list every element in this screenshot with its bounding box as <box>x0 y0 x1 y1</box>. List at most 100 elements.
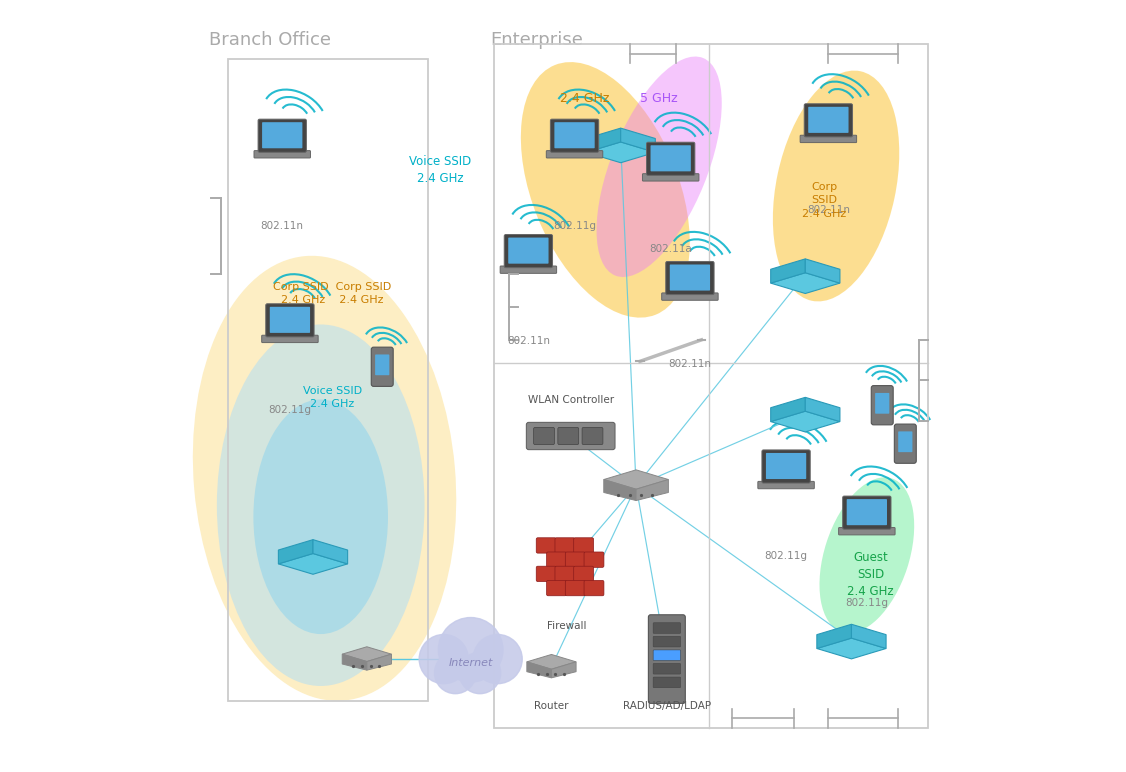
Text: Corp SSID  Corp SSID
2.4 GHz    2.4 GHz: Corp SSID Corp SSID 2.4 GHz 2.4 GHz <box>274 282 392 306</box>
FancyBboxPatch shape <box>894 424 917 463</box>
FancyBboxPatch shape <box>643 174 699 181</box>
Ellipse shape <box>772 70 900 301</box>
FancyBboxPatch shape <box>254 151 311 158</box>
Polygon shape <box>770 273 840 293</box>
FancyBboxPatch shape <box>554 122 595 148</box>
Text: Corp
SSID
2.4 GHz: Corp SSID 2.4 GHz <box>803 182 847 218</box>
FancyBboxPatch shape <box>653 650 680 661</box>
Polygon shape <box>586 128 620 152</box>
FancyBboxPatch shape <box>582 428 602 445</box>
Circle shape <box>438 618 503 682</box>
Polygon shape <box>770 411 840 432</box>
Polygon shape <box>342 654 367 670</box>
Polygon shape <box>604 470 669 489</box>
Circle shape <box>459 652 501 694</box>
Polygon shape <box>770 398 805 422</box>
Text: Firewall: Firewall <box>547 621 587 631</box>
Ellipse shape <box>253 399 388 634</box>
FancyBboxPatch shape <box>258 119 306 152</box>
Text: 802.11n: 802.11n <box>669 359 712 369</box>
Text: Enterprise: Enterprise <box>490 31 583 49</box>
FancyBboxPatch shape <box>574 538 593 553</box>
Polygon shape <box>636 479 669 500</box>
Circle shape <box>435 652 476 694</box>
Polygon shape <box>805 398 840 422</box>
Text: RADIUS/AD/LDAP: RADIUS/AD/LDAP <box>623 702 711 711</box>
FancyBboxPatch shape <box>649 615 686 703</box>
FancyBboxPatch shape <box>653 636 680 647</box>
FancyBboxPatch shape <box>551 119 599 152</box>
FancyBboxPatch shape <box>758 482 814 489</box>
Polygon shape <box>604 479 636 500</box>
FancyBboxPatch shape <box>875 393 890 414</box>
FancyBboxPatch shape <box>555 538 575 553</box>
FancyBboxPatch shape <box>762 450 811 483</box>
Polygon shape <box>527 662 552 678</box>
FancyBboxPatch shape <box>546 581 566 596</box>
FancyBboxPatch shape <box>500 266 556 273</box>
Polygon shape <box>278 540 313 564</box>
Circle shape <box>419 635 468 684</box>
FancyBboxPatch shape <box>375 354 390 375</box>
FancyBboxPatch shape <box>808 107 849 133</box>
FancyBboxPatch shape <box>653 663 680 674</box>
Text: 5 GHz: 5 GHz <box>641 92 678 105</box>
FancyBboxPatch shape <box>584 552 604 567</box>
FancyBboxPatch shape <box>546 151 602 158</box>
FancyBboxPatch shape <box>266 303 314 337</box>
FancyBboxPatch shape <box>546 552 566 567</box>
FancyBboxPatch shape <box>646 142 695 175</box>
Text: 802.11n: 802.11n <box>807 205 850 215</box>
FancyBboxPatch shape <box>653 623 680 633</box>
Polygon shape <box>527 655 577 669</box>
FancyBboxPatch shape <box>536 566 556 581</box>
Text: Router: Router <box>534 702 569 711</box>
Circle shape <box>473 635 522 684</box>
Polygon shape <box>770 259 805 283</box>
Text: Internet: Internet <box>448 658 493 668</box>
FancyBboxPatch shape <box>584 581 604 596</box>
FancyBboxPatch shape <box>557 428 579 445</box>
FancyBboxPatch shape <box>536 538 556 553</box>
Polygon shape <box>805 259 840 283</box>
FancyBboxPatch shape <box>872 386 893 425</box>
Polygon shape <box>816 638 886 659</box>
Polygon shape <box>278 554 348 574</box>
Text: Voice SSID
2.4 GHz: Voice SSID 2.4 GHz <box>409 155 471 185</box>
FancyBboxPatch shape <box>372 347 393 386</box>
Polygon shape <box>367 654 392 670</box>
Polygon shape <box>586 142 655 163</box>
FancyBboxPatch shape <box>801 135 857 143</box>
Polygon shape <box>851 625 886 648</box>
FancyBboxPatch shape <box>565 581 586 596</box>
Text: Guest
SSID
2.4 GHz: Guest SSID 2.4 GHz <box>848 551 894 598</box>
FancyBboxPatch shape <box>804 103 852 137</box>
FancyBboxPatch shape <box>839 527 895 535</box>
FancyBboxPatch shape <box>847 499 887 525</box>
Text: 802.11n: 802.11n <box>261 221 304 231</box>
FancyBboxPatch shape <box>504 235 553 268</box>
FancyBboxPatch shape <box>534 428 554 445</box>
FancyBboxPatch shape <box>270 306 310 333</box>
FancyBboxPatch shape <box>574 566 593 581</box>
Polygon shape <box>342 647 392 662</box>
Text: 802.11n: 802.11n <box>507 336 549 346</box>
FancyBboxPatch shape <box>899 432 912 452</box>
Text: 802.11g: 802.11g <box>765 551 807 561</box>
Ellipse shape <box>217 324 425 686</box>
Ellipse shape <box>820 477 914 633</box>
FancyBboxPatch shape <box>766 453 806 479</box>
Polygon shape <box>552 662 577 678</box>
Polygon shape <box>620 128 655 152</box>
Polygon shape <box>816 625 851 648</box>
Text: WLAN Controller: WLAN Controller <box>528 395 614 405</box>
FancyBboxPatch shape <box>842 496 891 529</box>
FancyBboxPatch shape <box>555 566 575 581</box>
Text: 802.11g: 802.11g <box>553 221 596 231</box>
Ellipse shape <box>521 62 690 317</box>
FancyBboxPatch shape <box>262 122 303 148</box>
FancyBboxPatch shape <box>565 552 586 567</box>
Text: 802.11g: 802.11g <box>846 598 888 608</box>
FancyBboxPatch shape <box>508 238 548 264</box>
Ellipse shape <box>193 256 456 701</box>
